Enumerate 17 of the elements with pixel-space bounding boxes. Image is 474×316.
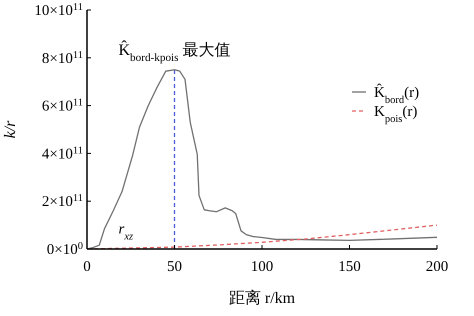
y-tick-label: 0×10$^{0}$ bbox=[46, 240, 83, 258]
y-tick-label: 8×10$^{11}$ bbox=[42, 49, 83, 67]
annotation: r$_{xz}$ bbox=[118, 221, 134, 242]
y-tick-label: 10×10$^{11}$ bbox=[34, 2, 83, 19]
x-axis-title: 距离 r/km bbox=[228, 289, 296, 307]
y-tick-label: 6×10$^{11}$ bbox=[42, 97, 83, 115]
x-tick-label: 100 bbox=[250, 259, 274, 275]
x-tick-label: 0 bbox=[83, 259, 91, 275]
x-tick-label: 50 bbox=[167, 259, 182, 275]
legend-label: K$_{pois}$(r) bbox=[374, 104, 418, 124]
y-tick-label: 4×10$^{11}$ bbox=[42, 144, 83, 162]
y-axis-title: k/r bbox=[2, 120, 19, 138]
x-tick-label: 150 bbox=[338, 259, 361, 275]
x-tick-label: 200 bbox=[426, 259, 448, 275]
annotation: K̂$_{bord-kpois}$ 最大值 bbox=[118, 40, 231, 64]
y-tick-label: 2×10$^{11}$ bbox=[42, 192, 83, 210]
legend-label: K̂$_{bord}$(r) bbox=[374, 83, 420, 106]
